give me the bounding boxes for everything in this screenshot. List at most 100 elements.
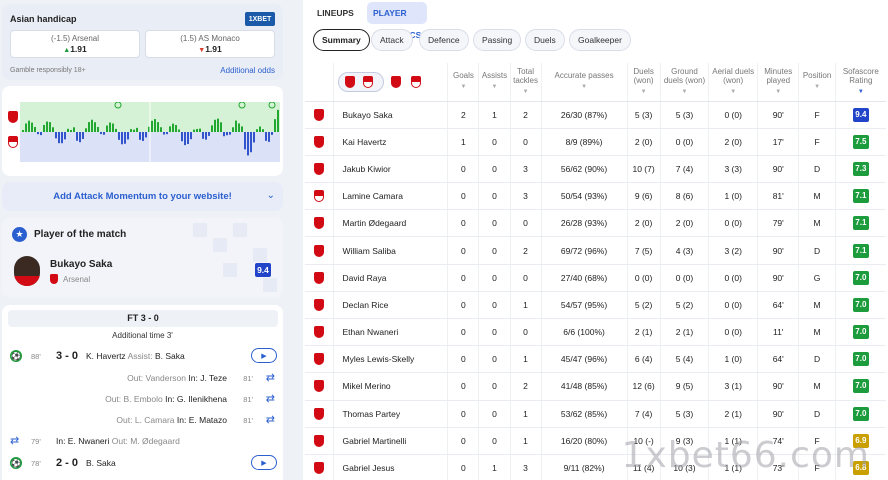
momentum-bar (253, 132, 255, 143)
stat-assists: 0 (478, 128, 511, 156)
monaco-filter-icon[interactable] (410, 75, 421, 88)
player-name[interactable]: Myles Lewis-Skelly (333, 345, 448, 374)
arsenal-crest-icon (314, 162, 325, 175)
goal-event[interactable]: ⚽ 78' 2 - 0 B. Saka ▶ (2, 452, 283, 474)
rating-cell: 7.3 (834, 155, 886, 184)
arsenal-crest-icon (314, 462, 325, 475)
player-name[interactable]: Mikel Merino (333, 372, 448, 401)
table-row[interactable]: Lamine Camara 0 0 3 50/54 (93%) 9 (6) 8 (6) 1 (… (305, 182, 886, 211)
table-row[interactable]: Gabriel Martinelli 0 0 1 16/20 (80%) 10 (-) 9 … (305, 427, 886, 455)
col-tackles[interactable]: Total tackles ▼ (509, 63, 542, 102)
chevron-down-icon[interactable]: ⌄ (266, 190, 275, 201)
table-row[interactable]: Jakub Kiwior 0 0 3 56/62 (90%) 10 (7) 7 (4) 3 (… (305, 155, 886, 184)
player-name[interactable]: Gabriel Jesus (333, 454, 448, 480)
stat-position: M (798, 372, 836, 401)
col-goals[interactable]: Goals ▼ (447, 63, 479, 102)
additional-odds-link[interactable]: Additional odds (220, 66, 275, 75)
goal-scorer: K. Havertz Assist: B. Saka (86, 351, 185, 361)
player-name[interactable]: Gabriel Martinelli (333, 427, 448, 455)
potm-player-name[interactable]: Bukayo Saka (50, 259, 113, 270)
rating-cell: 6.8 (834, 454, 886, 480)
tab-duels[interactable]: Duels (525, 29, 565, 51)
monaco-crest-icon (8, 136, 18, 148)
col-position[interactable]: Position ▼ (798, 63, 836, 102)
stat-minutes: 17' (757, 128, 799, 156)
table-row[interactable]: Declan Rice 0 0 1 54/57 (95%) 5 (2) 5 (2) 0 (0)… (305, 291, 886, 320)
momentum-bar (67, 128, 69, 132)
potm-team-name: Arsenal (63, 275, 91, 284)
momentum-bar (85, 128, 87, 132)
col-minutes[interactable]: Minutes played ▼ (757, 63, 799, 102)
player-name[interactable]: Martin Ødegaard (333, 209, 448, 238)
player-name[interactable]: Ethan Nwaneri (333, 318, 448, 347)
odds-home-value: 1.91 (70, 44, 87, 54)
stat-minutes: 79' (757, 209, 799, 238)
tab-lineups[interactable]: LINEUPS (317, 8, 354, 18)
arsenal-crest-icon (314, 135, 325, 148)
tab-goalkeeper[interactable]: Goalkeeper (569, 29, 631, 51)
tab-attack[interactable]: Attack (371, 29, 413, 51)
momentum-bar (175, 124, 177, 132)
odds-away-button[interactable]: (1.5) AS Monaco ▼1.91 (145, 30, 275, 58)
table-row[interactable]: Thomas Partey 0 0 1 53/62 (85%) 7 (4) 5 (3) 2 (… (305, 400, 886, 428)
odds-away-label: (1.5) AS Monaco (180, 34, 240, 43)
stat-goals: 0 (447, 291, 479, 320)
col-aerial-duels[interactable]: Aerial duels (won) ▼ (708, 63, 758, 102)
momentum-bar (211, 125, 213, 132)
tab-defence[interactable]: Defence (419, 29, 469, 51)
stat-ground: 5 (4) (659, 345, 709, 374)
odds-home-button[interactable]: (-1.5) Arsenal ▲1.91 (10, 30, 140, 58)
momentum-bar (58, 132, 60, 144)
sort-icon: ▼ (640, 88, 647, 95)
stat-duels: 6 (4) (626, 345, 661, 374)
momentum-bar (55, 132, 57, 139)
play-highlight-button[interactable]: ▶ (251, 348, 277, 363)
tab-summary[interactable]: Summary (313, 29, 370, 51)
attack-momentum-graph (2, 86, 283, 176)
momentum-chart (20, 102, 280, 162)
table-row[interactable]: Mikel Merino 0 0 2 41/48 (85%) 12 (6) 9 (5) 3 (… (305, 372, 886, 401)
table-row[interactable]: David Raya 0 0 0 27/40 (68%) 0 (0) 0 (0) 0 (0) 9… (305, 264, 886, 292)
attack-momentum-promo[interactable]: Add Attack Momentum to your website! ⌄ (2, 182, 283, 211)
stat-assists: 0 (478, 264, 511, 292)
player-name[interactable]: William Saliba (333, 236, 448, 265)
table-row[interactable]: Kai Havertz 1 0 0 8/9 (89%) 2 (0) 0 (0) 2 (0) 17… (305, 128, 886, 156)
play-highlight-button[interactable]: ▶ (251, 455, 277, 470)
table-row[interactable]: Martin Ødegaard 0 0 0 26/28 (93%) 2 (0) 2 (0) 0… (305, 209, 886, 238)
table-row[interactable]: Myles Lewis-Skelly 0 0 1 45/47 (96%) 6 (4) 5 (… (305, 345, 886, 374)
player-name[interactable]: Thomas Partey (333, 400, 448, 428)
table-row[interactable]: Gabriel Jesus 0 1 3 9/11 (82%) 11 (4) 10 (3) 1 … (305, 454, 886, 480)
momentum-bar (184, 132, 186, 146)
tab-passing[interactable]: Passing (473, 29, 522, 51)
attack-momentum-link[interactable]: Add Attack Momentum to your website! (53, 191, 232, 202)
arsenal-crest-icon (345, 75, 356, 88)
stat-aerial: 2 (1) (708, 400, 758, 428)
team-filter-toggle[interactable] (338, 71, 385, 92)
momentum-bar (34, 126, 36, 132)
player-name[interactable]: Kai Havertz (333, 128, 448, 156)
col-assists[interactable]: Assists ▼ (478, 63, 511, 102)
player-of-the-match-card[interactable]: ★ Player of the match Bukayo Saka Arsena… (2, 218, 283, 298)
player-name[interactable]: Lamine Camara (333, 182, 448, 211)
bookmaker-logo[interactable]: 1XBET (245, 12, 275, 26)
table-row[interactable]: Bukayo Saka 2 1 2 26/30 (87%) 5 (3) 5 (3) 0 (0)… (305, 101, 886, 129)
col-position-label: Position (802, 71, 832, 81)
rating-cell: 7.0 (834, 264, 886, 292)
team-crest-cell (305, 264, 334, 292)
goal-event[interactable]: ⚽ 88' 3 - 0 K. Havertz Assist: B. Saka ▶ (2, 345, 283, 367)
star-icon: ★ (12, 227, 27, 242)
col-passes[interactable]: Accurate passes ▼ (540, 63, 628, 102)
table-row[interactable]: William Saliba 0 0 2 69/72 (96%) 7 (5) 4 (3) 3 … (305, 236, 886, 265)
col-ground-duels[interactable]: Ground duels (won) ▼ (659, 63, 709, 102)
player-name[interactable]: David Raya (333, 264, 448, 292)
player-name[interactable]: Bukayo Saka (333, 101, 448, 129)
col-rating[interactable]: Sofascore Rating ▼ (834, 63, 886, 102)
col-duels[interactable]: Duels (won) ▼ (626, 63, 661, 102)
table-row[interactable]: Ethan Nwaneri 0 0 0 6/6 (100%) 2 (1) 2 (1) 0 (0… (305, 318, 886, 347)
tab-player-statistics[interactable]: PLAYER STATISTICS (367, 2, 428, 40)
player-name[interactable]: Jakub Kiwior (333, 155, 448, 184)
stat-aerial: 0 (0) (708, 101, 758, 129)
col-duels-label: Duels (won) (633, 66, 654, 85)
player-name[interactable]: Declan Rice (333, 291, 448, 320)
arsenal-filter-icon[interactable] (390, 75, 401, 88)
